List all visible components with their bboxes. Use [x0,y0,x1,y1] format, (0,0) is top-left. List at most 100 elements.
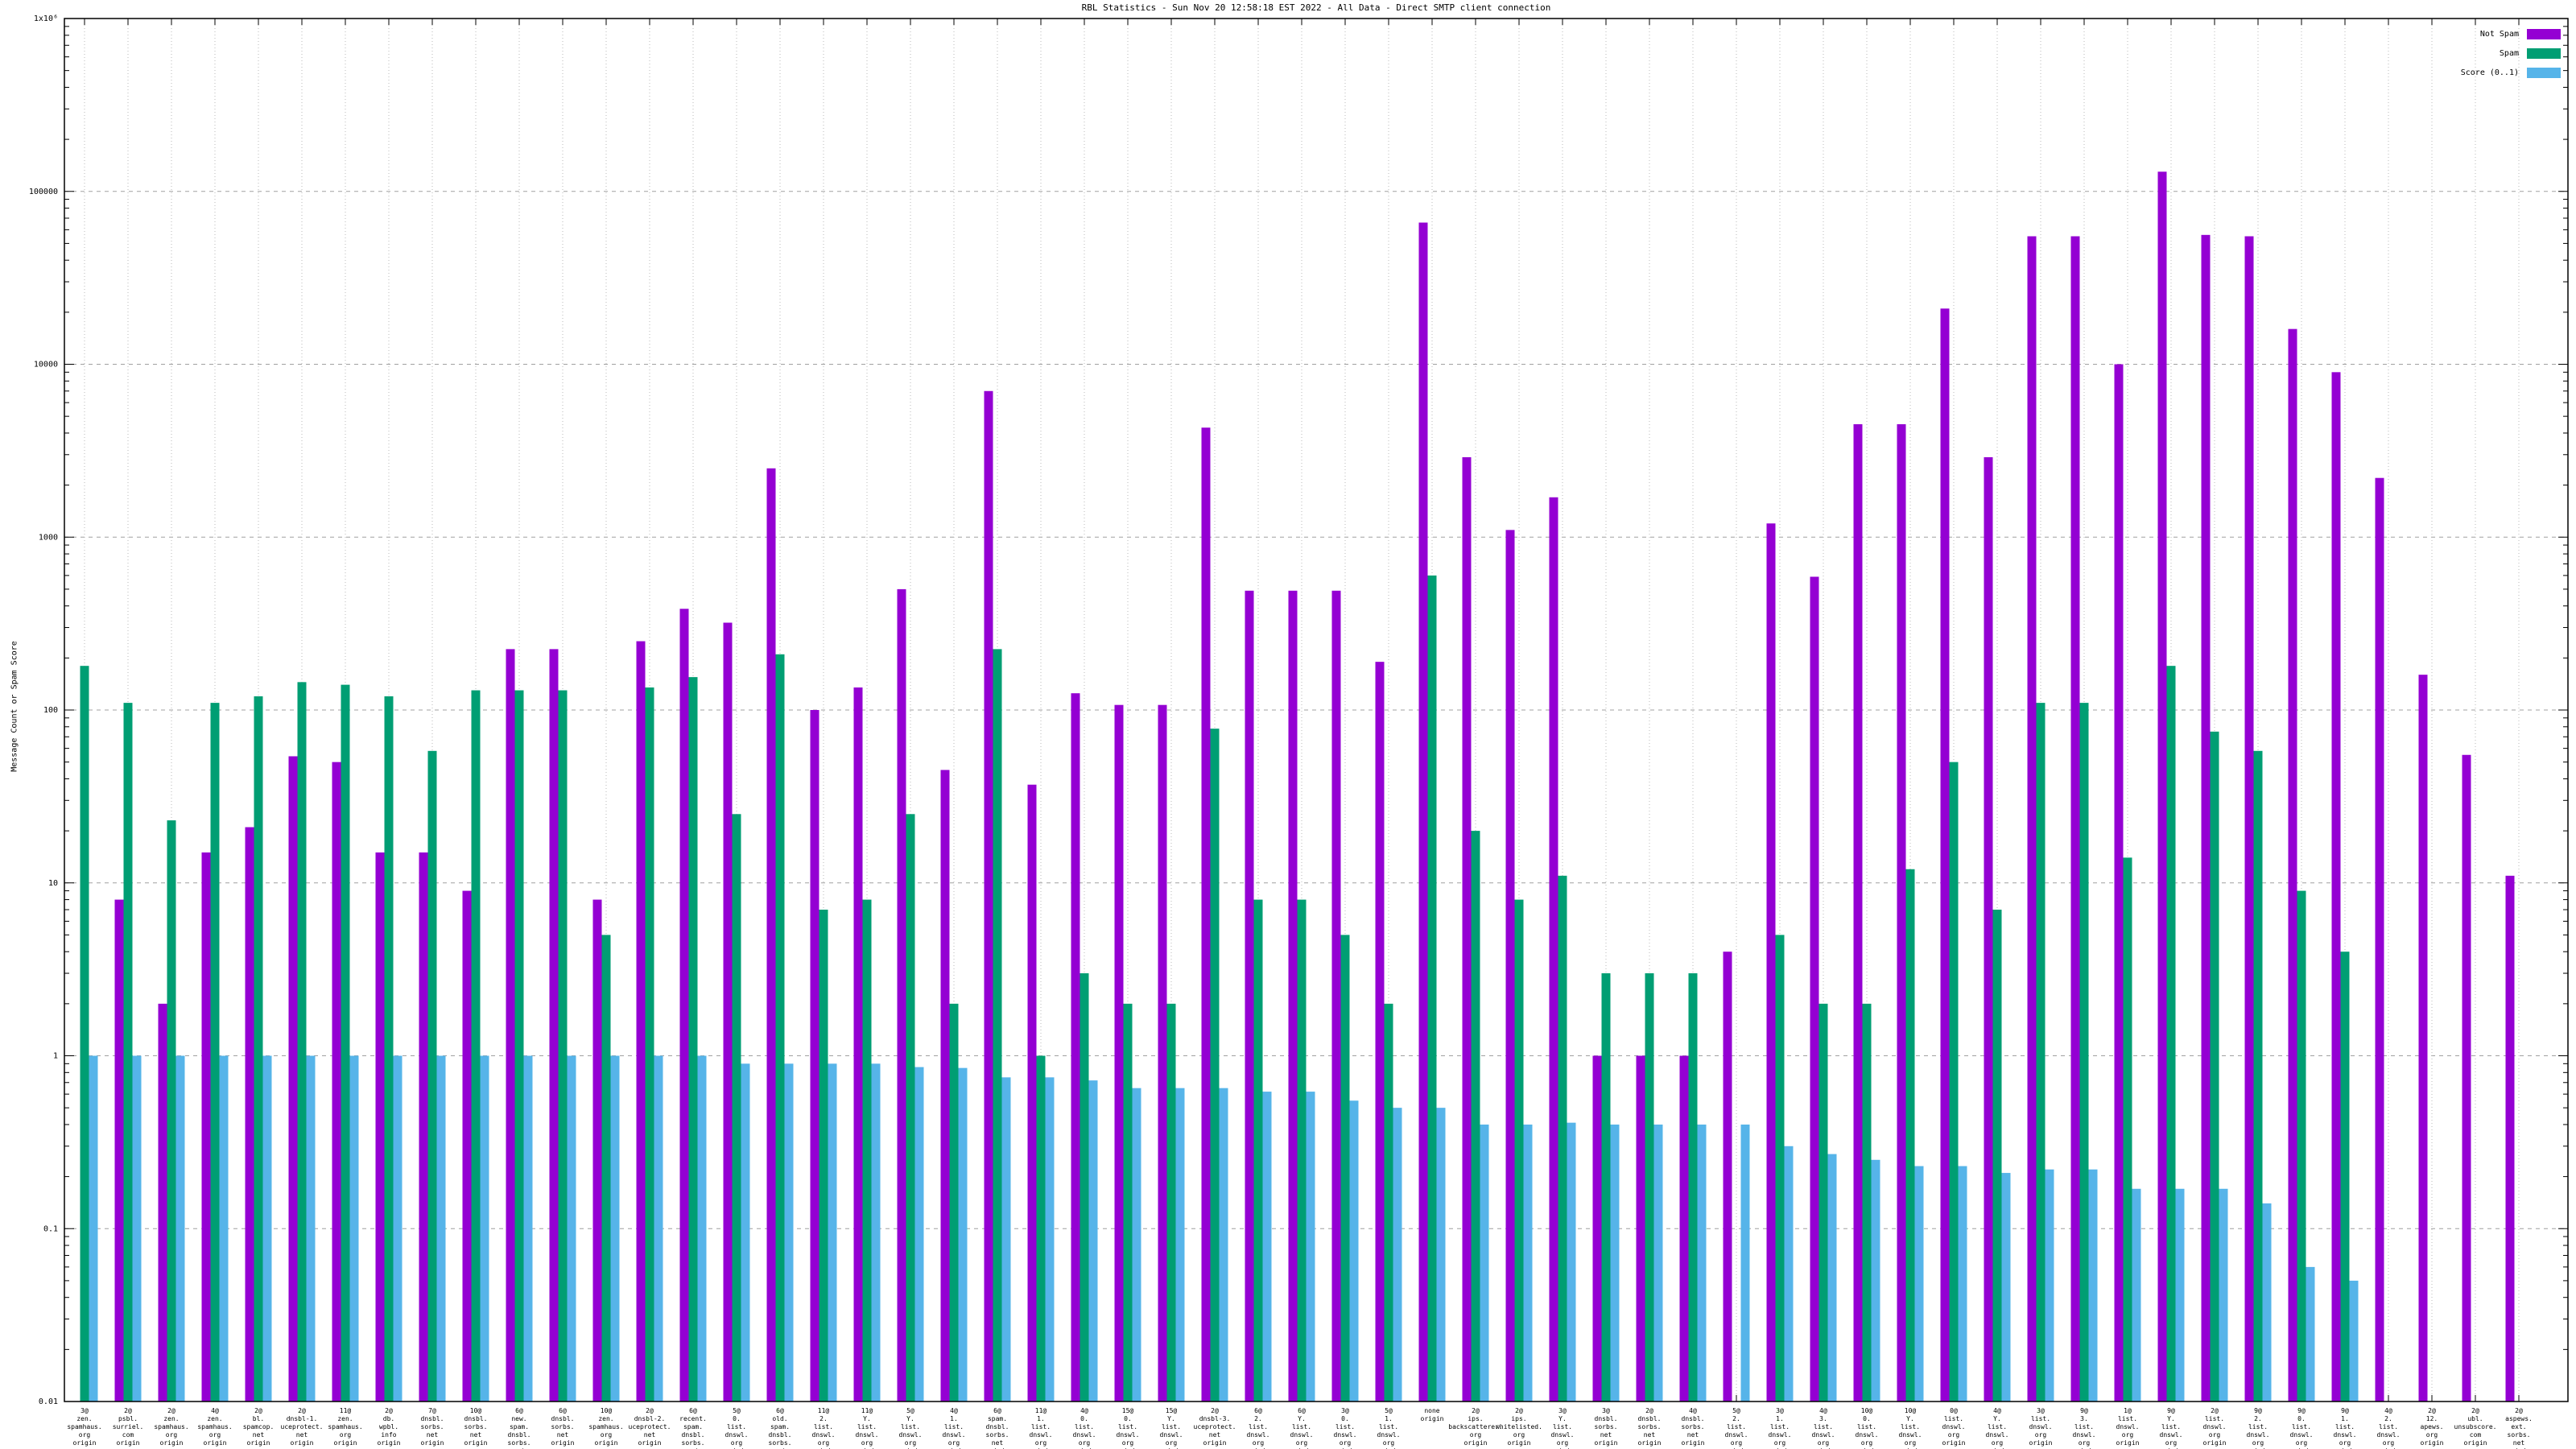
x-tick-label: dnswl. [2160,1431,2183,1439]
x-tick-label: org [1340,1439,1352,1447]
x-tick-label: origin [595,1439,618,1447]
x-tick-label: origin [2247,1447,2270,1449]
x-tick-label: 1. [1776,1415,1784,1422]
x-tick-label: 3@ [2037,1407,2045,1414]
x-tick-label: org [905,1439,917,1447]
bar-not-spam [2070,236,2080,1402]
x-tick-label: 15@ [1122,1407,1134,1414]
x-tick-label: 11@ [340,1407,352,1414]
bar-spam [514,690,524,1402]
x-tick-label: 4@ [1689,1407,1697,1414]
x-tick-label: dnsbl. [1682,1415,1705,1422]
bar-score [2045,1169,2054,1402]
x-tick-label: org [209,1431,221,1439]
x-tick-label: origin [1117,1447,1140,1449]
x-tick-label: dnswl. [1290,1431,1314,1439]
bar-score [1262,1092,1272,1402]
bar-spam [1905,869,1915,1402]
legend-item-score: Score (0..1) [2461,63,2561,82]
x-tick-label: net [992,1439,1004,1447]
x-tick-label: dnswl. [2334,1431,2357,1439]
x-tick-label: 2. [2254,1415,2262,1422]
x-tick-label: list. [1249,1423,1268,1430]
bar-score [2001,1173,2011,1402]
x-tick-label: origin [2160,1447,2183,1449]
x-tick-label: 2@ [1645,1407,1653,1414]
x-tick-label: org [2165,1439,2178,1447]
x-tick-label: dnswl. [1030,1431,1053,1439]
legend-label-score: Score (0..1) [2460,68,2519,77]
x-tick-label: origin [2421,1439,2444,1447]
x-tick-label: net [557,1431,569,1439]
x-tick-label: spamhaus. [588,1423,623,1430]
y-tick-label: 10 [48,879,58,888]
x-tick-label: net [2513,1439,2525,1447]
x-tick-label: org [1079,1439,1091,1447]
x-tick-label: org [1513,1431,1525,1439]
x-tick-label: 4@ [950,1407,958,1414]
bar-not-spam [723,622,733,1402]
bar-spam [80,666,89,1402]
x-tick-label: list. [1379,1423,1398,1430]
x-tick-label: list. [1031,1423,1051,1430]
x-tick-label: zen. [207,1415,222,1422]
x-tick-label: 0. [1124,1415,1132,1422]
bar-spam [1818,1003,1828,1402]
x-tick-label: origin [2073,1447,2096,1449]
x-tick-label: list. [1335,1423,1355,1430]
x-tick-label: org [1122,1439,1134,1447]
bar-score [697,1055,707,1402]
x-tick-label: 10@ [1861,1407,1873,1414]
bar-spam [1992,910,2002,1402]
x-tick-label: 2. [1732,1415,1740,1422]
bar-not-spam [245,827,254,1402]
bar-score [2219,1188,2228,1402]
x-tick-label: org [2209,1431,2221,1439]
x-tick-label: spam. [510,1423,529,1430]
x-tick-label: net [470,1431,482,1439]
x-tick-label: org [861,1439,873,1447]
bar-not-spam [1853,423,1863,1402]
x-tick-label: sorbs. [464,1423,488,1430]
bar-not-spam [984,390,993,1402]
x-tick-label: dnswl. [2029,1423,2053,1430]
x-tick-label: list. [2248,1423,2268,1430]
x-tick-label: 15@ [1166,1407,1178,1414]
x-tick-label: list. [1944,1415,1963,1422]
y-axis-label: Message Count or Spam Score [10,641,19,772]
x-tick-label: org [1296,1439,1308,1447]
bar-not-spam [1027,784,1037,1402]
x-tick-label: org [601,1431,613,1439]
x-tick-label: zen. [163,1415,179,1422]
bar-not-spam [2244,236,2254,1402]
x-tick-label: org [1035,1439,1047,1447]
bar-score [2262,1203,2272,1402]
x-tick-label: origin [986,1447,1009,1449]
bar-score [89,1055,98,1402]
bar-score [1045,1077,1055,1402]
bar-score [1393,1108,1402,1402]
x-tick-label: 2@ [167,1407,175,1414]
x-tick-label: 1. [1037,1415,1045,1422]
x-tick-label: origin [160,1439,184,1447]
bar-score [741,1063,750,1402]
bar-spam [1166,1003,1176,1402]
bar-not-spam [1679,1055,1689,1402]
x-tick-label: 10@ [601,1407,613,1414]
x-tick-label: dnswl. [1551,1431,1575,1439]
bar-score [480,1055,489,1402]
bar-spam [2123,857,2132,1402]
x-tick-label: origin [899,1447,923,1449]
bar-spam [1253,899,1263,1402]
x-tick-label: 0. [2297,1415,2306,1422]
x-tick-label: origin [1899,1447,1922,1449]
x-tick-label: origin [812,1447,836,1449]
x-tick-label: list. [2118,1415,2137,1422]
x-tick-label: dnswl. [725,1431,749,1439]
x-tick-label: ips. [1468,1415,1483,1422]
legend-item-not-spam: Not Spam [2461,24,2561,43]
x-tick-label: com [122,1431,134,1439]
x-tick-label: org [1383,1439,1395,1447]
bar-score [523,1055,533,1402]
x-tick-label: org [1166,1439,1178,1447]
